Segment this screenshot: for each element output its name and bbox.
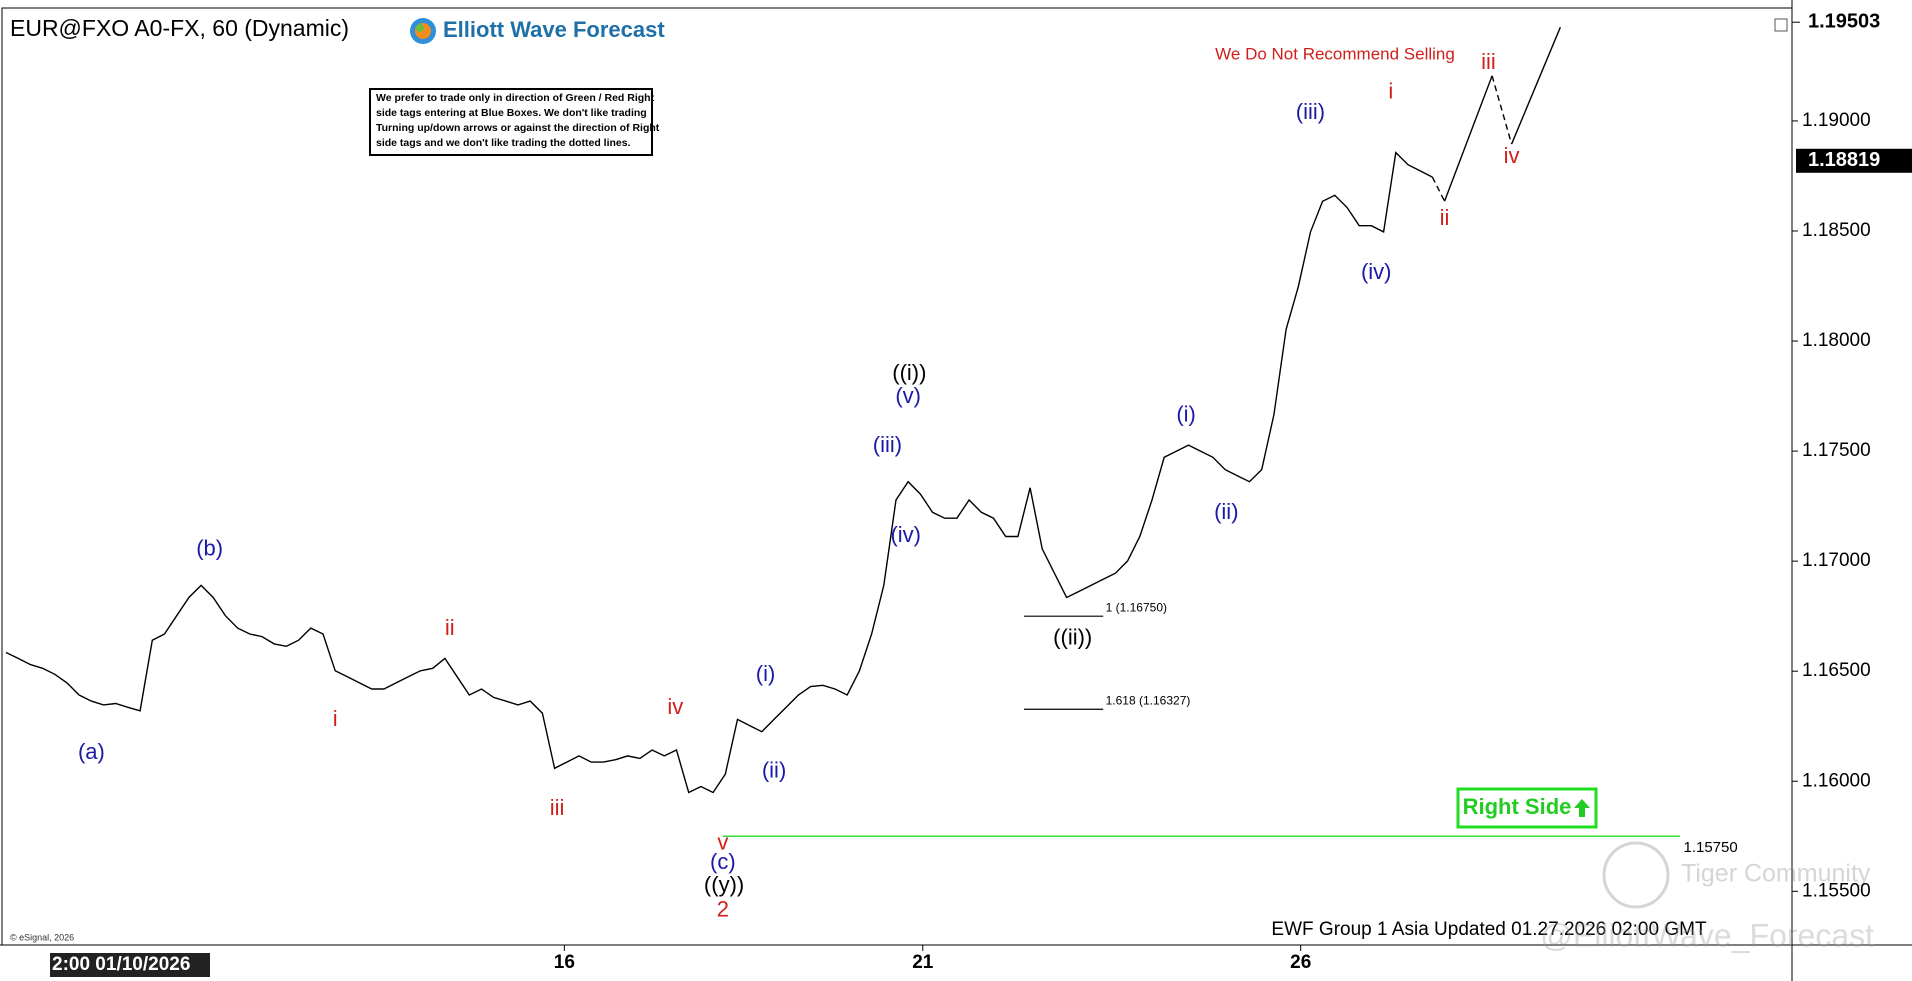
wave-label: i	[1388, 78, 1393, 103]
wave-label: ((y))	[704, 872, 744, 897]
wave-label: iv	[667, 694, 683, 719]
x-tick-label: 26	[1290, 952, 1311, 973]
wave-label: ii	[1440, 205, 1450, 230]
projection-segment	[1491, 75, 1513, 145]
disclaimer-line: side tags entering at Blue Boxes. We don…	[376, 107, 647, 119]
fib-label: 1 (1.16750)	[1106, 600, 1167, 614]
wave-label: iii	[1481, 49, 1496, 74]
wave-label: (iii)	[1296, 99, 1325, 124]
window-icon	[1774, 18, 1788, 32]
wave-label: ((i))	[892, 360, 926, 385]
fib-label: 1.618 (1.16327)	[1106, 693, 1191, 707]
projection-segment	[1431, 176, 1446, 202]
up-arrow-icon	[1574, 799, 1590, 817]
wave-label: (iv)	[890, 522, 921, 547]
wave-label: i	[333, 706, 338, 731]
disclaimer-line: Turning up/down arrows or against the di…	[376, 122, 660, 134]
wave-label: (iii)	[873, 432, 902, 457]
y-tick-label: 1.16000	[1802, 770, 1871, 791]
copyright: © eSignal, 2026	[10, 932, 74, 942]
projection-segment	[1510, 26, 1562, 145]
right-side-text: Right Side	[1463, 794, 1572, 819]
last-price-box	[1796, 148, 1912, 173]
y-tick-label: 1.17500	[1802, 440, 1871, 461]
y-tick-label: 1.18500	[1802, 220, 1871, 241]
wave-label: (ii)	[1214, 499, 1238, 524]
y-tick-label: 1.19000	[1802, 110, 1871, 131]
wave-label: ii	[445, 615, 455, 640]
wave-label: (ii)	[762, 757, 786, 782]
wave-label: v	[717, 829, 728, 854]
x-tick-label: 21	[912, 952, 934, 973]
disclaimer: We prefer to trade only in direction of …	[376, 92, 660, 149]
watermark-logo	[1602, 841, 1670, 909]
disclaimer-box	[369, 88, 653, 156]
footer-text: EWF Group 1 Asia Updated 01.27.2026 02:0…	[1271, 919, 1707, 940]
high-marker-label: 1.19503	[1808, 11, 1880, 33]
last-price-label: 1.18819	[1808, 149, 1880, 171]
watermark: Tiger Community @ElliottWave_Forecast	[1540, 841, 1874, 953]
y-tick-label: 1.18000	[1802, 330, 1871, 351]
invalidation-label: 1.15750	[1683, 839, 1737, 856]
right-side-box	[1456, 787, 1598, 829]
y-tick-label: 1.15500	[1802, 880, 1871, 901]
watermark-handle: @ElliottWave_Forecast	[1540, 917, 1874, 953]
wave-label: (v)	[895, 383, 921, 408]
price-line	[5, 151, 1433, 794]
start-date-box	[50, 953, 210, 977]
chart-title: EUR@FXO A0-FX, 60 (Dynamic)	[10, 15, 349, 41]
warning-text: We Do Not Recommend Selling	[1215, 44, 1455, 63]
wave-label: iv	[1504, 143, 1520, 168]
wave-label: (b)	[196, 536, 223, 561]
wave-label: (a)	[78, 739, 105, 764]
watermark-text: Tiger Community	[1681, 860, 1871, 888]
logo-dot	[416, 24, 424, 32]
disclaimer-line: side tags and we don't like trading the …	[376, 137, 631, 149]
start-date: 2:00 01/10/2026	[52, 954, 190, 975]
y-tick-label: 1.16500	[1802, 660, 1871, 681]
brand-logo	[410, 18, 436, 44]
wave-label: 2	[717, 896, 729, 921]
wave-label: (c)	[710, 849, 736, 874]
projection-segment	[1443, 75, 1493, 202]
wave-label: ((ii))	[1053, 625, 1092, 650]
brand-name: Elliott Wave Forecast	[443, 17, 665, 42]
x-tick-label: 16	[554, 952, 575, 973]
wave-label: iii	[550, 795, 565, 820]
y-tick-label: 1.17000	[1802, 550, 1871, 571]
disclaimer-line: We prefer to trade only in direction of …	[376, 92, 655, 104]
wave-label: (i)	[1176, 401, 1196, 426]
wave-label: (i)	[756, 661, 776, 686]
wave-label: (iv)	[1361, 259, 1392, 284]
